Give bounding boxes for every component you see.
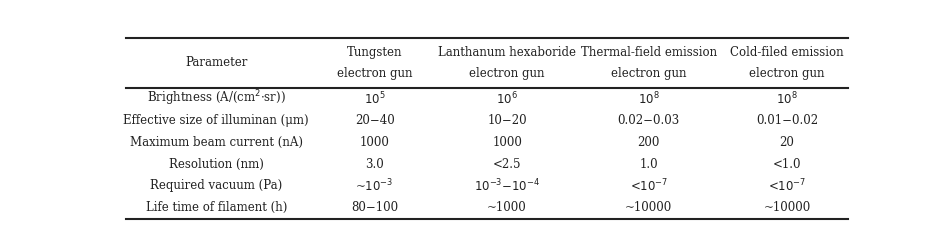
- Text: $10^8$: $10^8$: [638, 90, 659, 107]
- Text: $10^6$: $10^6$: [496, 90, 518, 107]
- Text: 200: 200: [637, 136, 660, 149]
- Text: $10^{-3}$−$10^{-4}$: $10^{-3}$−$10^{-4}$: [474, 178, 541, 194]
- Text: Effective size of illuminan (μm): Effective size of illuminan (μm): [124, 114, 309, 127]
- Text: $10^8$: $10^8$: [776, 90, 798, 107]
- Text: electron gun: electron gun: [750, 67, 825, 80]
- Text: ~1000: ~1000: [487, 201, 527, 214]
- Text: 10−20: 10−20: [487, 114, 527, 127]
- Text: <$10^{-7}$: <$10^{-7}$: [630, 178, 668, 194]
- Text: 20−40: 20−40: [354, 114, 394, 127]
- Text: Required vacuum (Pa): Required vacuum (Pa): [150, 180, 282, 192]
- Text: Parameter: Parameter: [185, 56, 248, 69]
- Text: electron gun: electron gun: [337, 67, 412, 80]
- Text: <1.0: <1.0: [772, 158, 801, 170]
- Text: electron gun: electron gun: [611, 67, 687, 80]
- Text: <$10^{-7}$: <$10^{-7}$: [768, 178, 806, 194]
- Text: $10^5$: $10^5$: [364, 90, 386, 107]
- Text: 80−100: 80−100: [352, 201, 398, 214]
- Text: ~$10^{-3}$: ~$10^{-3}$: [355, 178, 393, 194]
- Text: ~10000: ~10000: [625, 201, 673, 214]
- Text: Thermal-field emission: Thermal-field emission: [580, 46, 717, 59]
- Text: Maximum beam current (nA): Maximum beam current (nA): [130, 136, 303, 149]
- Text: Tungsten: Tungsten: [347, 46, 403, 59]
- Text: <2.5: <2.5: [493, 158, 522, 170]
- Text: 1000: 1000: [360, 136, 390, 149]
- Text: 1000: 1000: [492, 136, 522, 149]
- Text: Brightness (A/(cm$^2$$\cdot$sr)): Brightness (A/(cm$^2$$\cdot$sr)): [147, 89, 286, 108]
- Text: Resolution (nm): Resolution (nm): [169, 158, 264, 170]
- Text: Lanthanum hexaboride: Lanthanum hexaboride: [438, 46, 576, 59]
- Text: 3.0: 3.0: [365, 158, 384, 170]
- Text: 20: 20: [779, 136, 794, 149]
- Text: 0.02−0.03: 0.02−0.03: [618, 114, 680, 127]
- Text: ~10000: ~10000: [763, 201, 810, 214]
- Text: 1.0: 1.0: [639, 158, 658, 170]
- Text: Life time of filament (h): Life time of filament (h): [145, 201, 287, 214]
- Text: 0.01−0.02: 0.01−0.02: [756, 114, 818, 127]
- Text: Cold-filed emission: Cold-filed emission: [731, 46, 844, 59]
- Text: electron gun: electron gun: [469, 67, 545, 80]
